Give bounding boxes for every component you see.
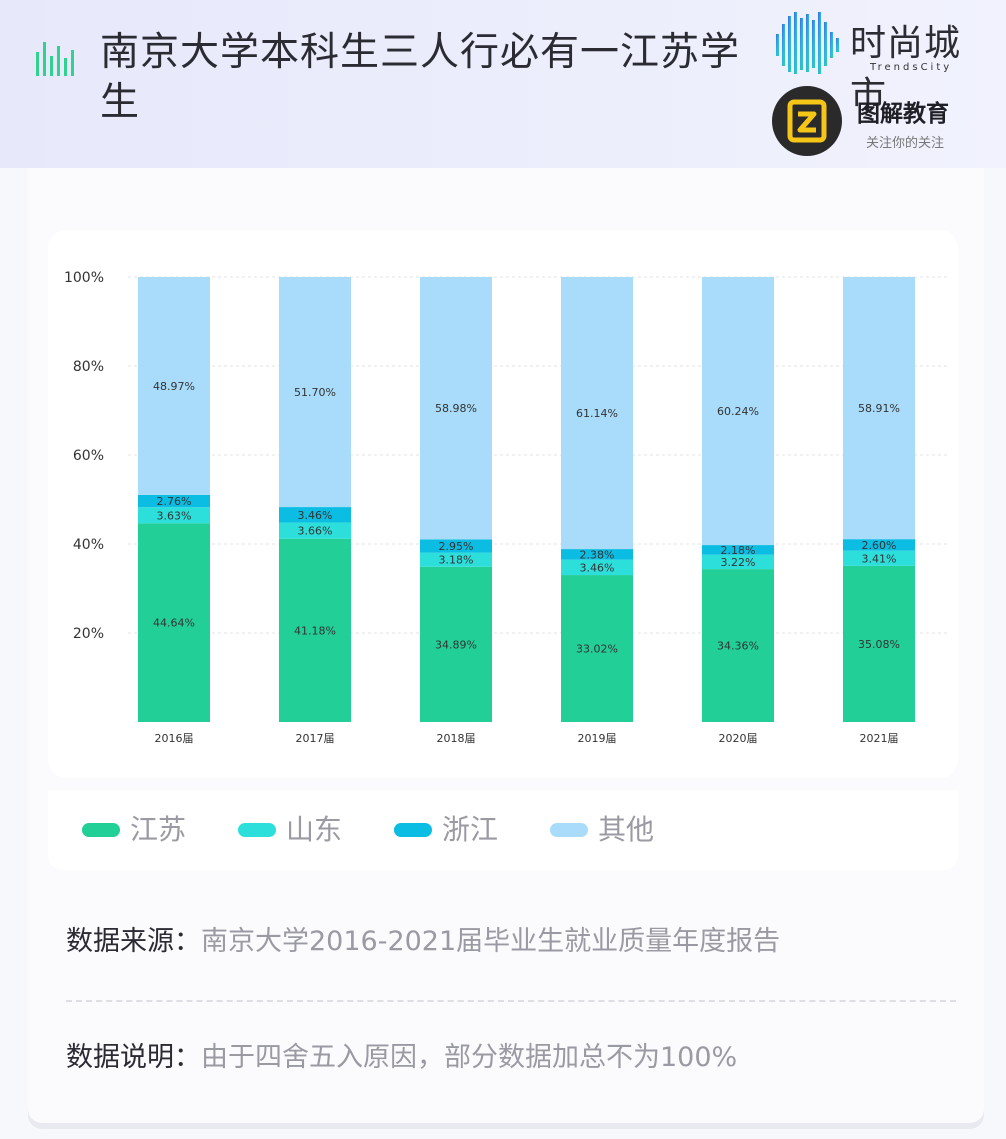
x-tick-label: 2019届 xyxy=(578,732,617,745)
data-label: 3.46% xyxy=(298,509,333,522)
bar-segment-other xyxy=(279,277,351,508)
bar-segment-zhejiang xyxy=(420,539,492,553)
data-label: 35.08% xyxy=(858,638,900,651)
data-label: 58.98% xyxy=(435,402,477,415)
y-tick-label: 40% xyxy=(73,537,104,553)
data-label: 2.60% xyxy=(862,539,897,552)
waveform-logo-icon xyxy=(776,12,839,74)
x-tick-label: 2020届 xyxy=(719,732,758,745)
data-label: 51.70% xyxy=(294,386,336,399)
data-label: 2.76% xyxy=(157,495,192,508)
bar-segment-jiangsu xyxy=(420,566,492,722)
bar-segment-other xyxy=(843,277,915,540)
bar-segment-shandong xyxy=(561,559,633,576)
legend: 江苏 山东 浙江 其他 xyxy=(48,790,958,870)
data-label: 3.63% xyxy=(157,509,192,522)
data-explain-note: 数据说明：由于四舍五入原因，部分数据加总不为100% xyxy=(66,1040,737,1076)
bar-segment-other xyxy=(702,277,774,546)
data-explain-value: 由于四舍五入原因，部分数据加总不为100% xyxy=(201,1042,738,1073)
data-label: 41.18% xyxy=(294,624,336,637)
bar-segment-jiangsu xyxy=(138,523,210,722)
legend-label: 山东 xyxy=(286,813,343,846)
bar-segment-jiangsu xyxy=(702,569,774,722)
x-tick-label: 2021届 xyxy=(860,732,899,745)
bar-segment-zhejiang xyxy=(702,545,774,555)
y-tick-label: 100% xyxy=(64,270,104,286)
data-label: 3.46% xyxy=(580,561,615,574)
bar-segment-shandong xyxy=(138,507,210,524)
data-label: 3.18% xyxy=(439,554,474,567)
data-label: 34.89% xyxy=(435,638,477,651)
brand-name: 时尚城市 xyxy=(850,23,962,116)
data-label: 60.24% xyxy=(717,405,759,418)
trendscity-logo: 时尚城市 TrendsCity xyxy=(774,10,984,116)
x-tick-label: 2017届 xyxy=(296,732,335,745)
bar-segment-zhejiang xyxy=(561,549,633,560)
y-tick-label: 20% xyxy=(73,626,104,642)
data-label: 3.22% xyxy=(721,556,756,569)
data-source-value: 南京大学2016-2021届毕业生就业质量年度报告 xyxy=(201,926,781,957)
data-explain-key: 数据说明： xyxy=(66,1042,201,1073)
legend-swatch xyxy=(394,823,432,837)
bar-segment-zhejiang xyxy=(843,539,915,551)
bar-segment-other xyxy=(138,277,210,495)
legend-swatch xyxy=(238,823,276,837)
brand2-name: 图解教育 xyxy=(857,101,949,127)
y-tick-label: 80% xyxy=(73,359,104,375)
divider xyxy=(66,1000,956,1002)
legend-swatch xyxy=(82,823,120,837)
page-title: 南京大学本科生三人行必有一江苏学生 xyxy=(100,30,741,125)
data-label: 34.36% xyxy=(717,640,759,653)
data-label: 2.18% xyxy=(721,544,756,557)
data-label: 3.41% xyxy=(862,552,897,565)
data-label: 33.02% xyxy=(576,643,618,656)
x-tick-label: 2016届 xyxy=(155,732,194,745)
data-label: 61.14% xyxy=(576,407,618,420)
legend-swatch xyxy=(550,823,588,837)
data-label: 2.38% xyxy=(580,548,615,561)
bar-segment-shandong xyxy=(279,522,351,539)
legend-label: 江苏 xyxy=(130,813,187,846)
legend-label: 浙江 xyxy=(442,813,499,846)
data-label: 58.91% xyxy=(858,402,900,415)
bar-chart-icon xyxy=(36,42,74,76)
data-source-note: 数据来源：南京大学2016-2021届毕业生就业质量年度报告 xyxy=(66,924,780,960)
brand2-subtitle: 关注你的关注 xyxy=(866,136,945,151)
chart-card: 20% 40% 60% 80% 100% 44.64% 3.63% 2.76% 48.97% 20… xyxy=(48,230,958,778)
x-tick-label: 2018届 xyxy=(437,732,476,745)
bar-segment-shandong xyxy=(420,552,492,567)
bar-segment-shandong xyxy=(702,554,774,570)
brand-subtitle: TrendsCity xyxy=(870,62,953,73)
bar-segment-zhejiang xyxy=(138,494,210,508)
y-tick-label: 60% xyxy=(73,448,104,464)
data-label: 3.66% xyxy=(298,525,333,538)
bar-segment-jiangsu xyxy=(561,575,633,722)
stacked-bar-chart: 20% 40% 60% 80% 100% 44.64% 3.63%2.76% 48.97% 20… xyxy=(64,270,948,745)
bar-segment-zhejiang xyxy=(279,507,351,523)
tujie-logo-icon xyxy=(772,86,842,156)
data-label: 48.97% xyxy=(153,380,195,393)
legend-label: 其他 xyxy=(598,813,655,846)
bar-segment-other xyxy=(420,277,492,540)
data-source-key: 数据来源： xyxy=(66,926,201,957)
data-label: 44.64% xyxy=(153,617,195,630)
bar-segment-jiangsu xyxy=(279,538,351,722)
bar-segment-jiangsu xyxy=(843,565,915,722)
bar-segment-shandong xyxy=(843,550,915,566)
bar-segment-other xyxy=(561,277,633,550)
data-label: 2.95% xyxy=(439,540,474,553)
header-banner: 南京大学本科生三人行必有一江苏学生 时尚城市 TrendsCity xyxy=(0,0,1006,168)
